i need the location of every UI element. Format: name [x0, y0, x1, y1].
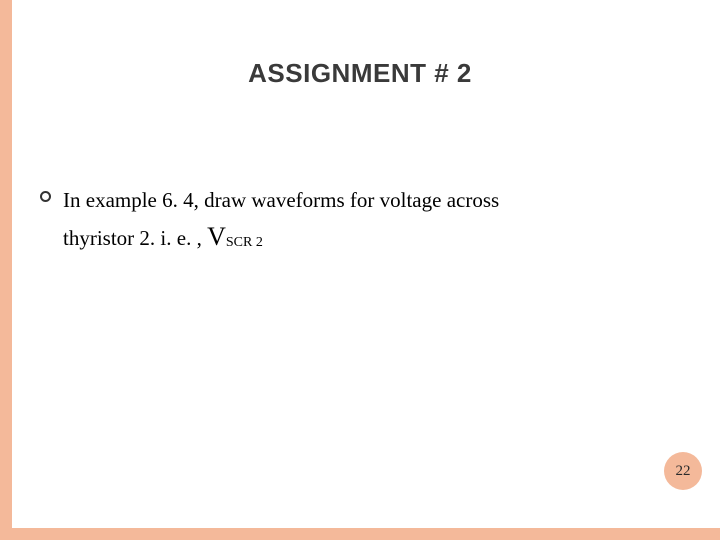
slide-body: In example 6. 4, draw waveforms for volt…	[40, 184, 660, 257]
page-number: 22	[676, 463, 691, 480]
body-variable-v: V	[207, 222, 226, 251]
page-number-badge: 22	[664, 452, 702, 490]
body-subscript: SCR 2	[226, 235, 263, 250]
bullet-icon	[40, 191, 51, 202]
body-line-1: In example 6. 4, draw waveforms for volt…	[63, 188, 499, 212]
body-text: In example 6. 4, draw waveforms for volt…	[63, 184, 499, 257]
bullet-item: In example 6. 4, draw waveforms for volt…	[40, 184, 660, 257]
accent-border-bottom	[0, 528, 720, 540]
body-line-2a: thyristor 2. i. e. ,	[63, 226, 207, 250]
slide-title: ASSIGNMENT # 2	[0, 58, 720, 89]
